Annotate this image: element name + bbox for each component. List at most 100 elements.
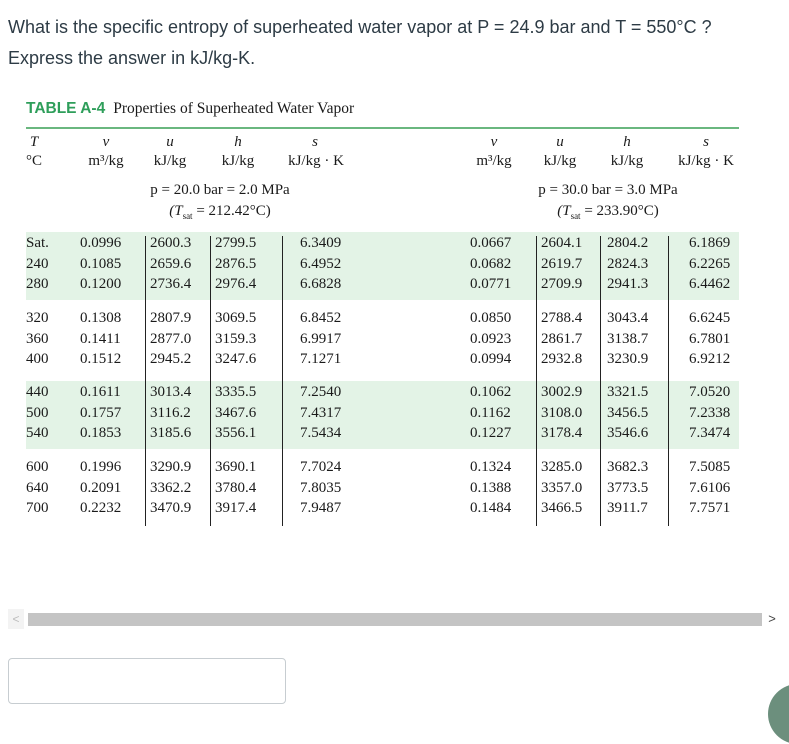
cell-s-right: 6.9212 — [689, 351, 731, 367]
cell-u-left: 2659.6 — [150, 255, 192, 272]
cell-s-left: 6.8452 — [300, 310, 342, 326]
cell-u-left: 2807.9 — [150, 310, 192, 326]
divider-right-3 — [668, 236, 669, 526]
cell-v-left: 0.0996 — [80, 235, 122, 251]
cell-v-right: 0.0682 — [470, 255, 512, 272]
cell-u-left: 2600.3 — [150, 235, 192, 251]
table-caption: Properties of Superheated Water Vapor — [113, 100, 355, 117]
cell-v-left: 0.1308 — [80, 310, 122, 326]
scrollbar-thumb[interactable] — [28, 613, 762, 626]
cell-v-left: 0.1853 — [80, 425, 122, 441]
cell-s-left: 7.1271 — [300, 351, 342, 367]
cell-v-left: 0.2232 — [80, 500, 122, 516]
cell-u-right: 2709.9 — [541, 276, 583, 292]
cell-s-right: 6.2265 — [689, 255, 731, 272]
cell-s-right: 6.6245 — [689, 310, 731, 326]
cell-u-left: 3185.6 — [150, 425, 192, 441]
cell-s-right: 7.0520 — [689, 384, 731, 400]
header-s-left: s — [312, 134, 318, 150]
cell-temp: 400 — [26, 351, 49, 367]
cell-temp: 360 — [26, 330, 49, 347]
cell-v-left: 0.1200 — [80, 276, 122, 292]
cell-u-right: 2604.1 — [541, 235, 583, 251]
cell-u-left: 3013.4 — [150, 384, 192, 400]
cell-u-right: 3002.9 — [541, 384, 583, 400]
unit-h-left: kJ/kg — [221, 153, 255, 169]
question-line-1: What is the specific entropy of superhea… — [8, 17, 712, 37]
unit-s-left: kJ/kg · K — [288, 153, 344, 169]
unit-s-right: kJ/kg · K — [678, 153, 734, 169]
cell-s-right: 6.1869 — [689, 235, 731, 251]
unit-v-right: m³/kg — [476, 153, 512, 169]
cell-u-left: 3470.9 — [150, 500, 192, 516]
unit-u-right: kJ/kg — [543, 153, 577, 169]
chevron-right-icon[interactable]: > — [768, 611, 776, 626]
cell-v-right: 0.1388 — [470, 479, 512, 496]
cell-temp: 440 — [26, 384, 49, 400]
help-button[interactable] — [768, 684, 789, 744]
cell-u-right: 3357.0 — [541, 479, 583, 496]
cell-u-left: 3290.9 — [150, 459, 192, 475]
cell-v-right: 0.1484 — [470, 500, 512, 516]
cell-h-right: 3682.3 — [607, 459, 649, 475]
cell-v-right: 0.0667 — [470, 235, 512, 251]
row-band-3 — [26, 381, 739, 449]
cell-h-right: 2804.2 — [607, 235, 649, 251]
cell-v-left: 0.1085 — [80, 255, 122, 272]
cell-s-left: 7.4317 — [300, 404, 342, 421]
cell-s-right: 7.3474 — [689, 425, 731, 441]
cell-s-left: 6.4952 — [300, 255, 342, 272]
header-s-right: s — [703, 134, 709, 150]
right-pressure-block: p = 30.0 bar = 3.0 MPa (Tsat = 233.90°C) — [498, 180, 718, 227]
cell-s-left: 6.9917 — [300, 330, 342, 347]
cell-h-left: 3467.6 — [215, 404, 257, 421]
cell-temp: 500 — [26, 404, 49, 421]
left-pressure-block: p = 20.0 bar = 2.0 MPa (Tsat = 212.42°C) — [110, 180, 330, 227]
cell-v-left: 0.1411 — [80, 330, 121, 347]
unit-u-left: kJ/kg — [153, 153, 187, 169]
answer-input[interactable] — [8, 658, 286, 704]
left-pressure: p = 20.0 bar = 2.0 MPa — [150, 182, 290, 198]
cell-v-right: 0.1062 — [470, 384, 512, 400]
cell-h-right: 3321.5 — [607, 384, 649, 400]
question-line-2: Express the answer in kJ/kg-K. — [8, 48, 256, 68]
cell-v-right: 0.0850 — [470, 310, 512, 326]
chevron-left-icon[interactable]: < — [8, 609, 24, 629]
cell-u-left: 3362.2 — [150, 479, 192, 496]
divider-right-1 — [536, 236, 537, 526]
cell-temp: 700 — [26, 500, 49, 516]
cell-h-left: 3780.4 — [215, 479, 257, 496]
right-pressure: p = 30.0 bar = 3.0 MPa — [538, 182, 678, 198]
cell-h-left: 3069.5 — [215, 310, 257, 326]
cell-s-right: 6.4462 — [689, 276, 731, 292]
cell-u-right: 3285.0 — [541, 459, 583, 475]
row-band-1 — [26, 232, 739, 300]
header-v-left: v — [102, 134, 110, 150]
unit-t: °C — [25, 153, 42, 169]
cell-v-right: 0.0994 — [470, 351, 512, 367]
horizontal-scrollbar[interactable]: < > — [8, 609, 780, 629]
cell-v-left: 0.1611 — [80, 384, 121, 400]
cell-h-right: 3773.5 — [607, 479, 649, 496]
cell-v-left: 0.1996 — [80, 459, 122, 475]
cell-v-left: 0.1512 — [80, 351, 122, 367]
cell-h-right: 3230.9 — [607, 351, 649, 367]
cell-h-left: 3690.1 — [215, 459, 257, 475]
cell-u-left: 2736.4 — [150, 276, 192, 292]
cell-s-left: 6.6828 — [300, 276, 342, 292]
right-tsat: (Tsat = 233.90°C) — [557, 203, 659, 221]
steam-table-image: TABLE A-4 Properties of Superheated Water… — [0, 96, 789, 526]
cell-s-left: 7.7024 — [300, 459, 342, 475]
cell-u-right: 2619.7 — [541, 255, 583, 272]
header-h-right: h — [623, 134, 631, 150]
cell-h-left: 2976.4 — [215, 276, 257, 292]
cell-u-right: 3178.4 — [541, 425, 583, 441]
cell-h-left: 2799.5 — [215, 235, 257, 251]
cell-temp: 600 — [26, 459, 49, 475]
cell-temp: 640 — [26, 479, 49, 496]
divider-left-3 — [282, 236, 283, 526]
cell-v-right: 0.0923 — [470, 330, 512, 347]
table-top-rule — [26, 127, 739, 129]
cell-s-left: 7.2540 — [300, 384, 342, 400]
cell-temp: 240 — [26, 255, 49, 272]
